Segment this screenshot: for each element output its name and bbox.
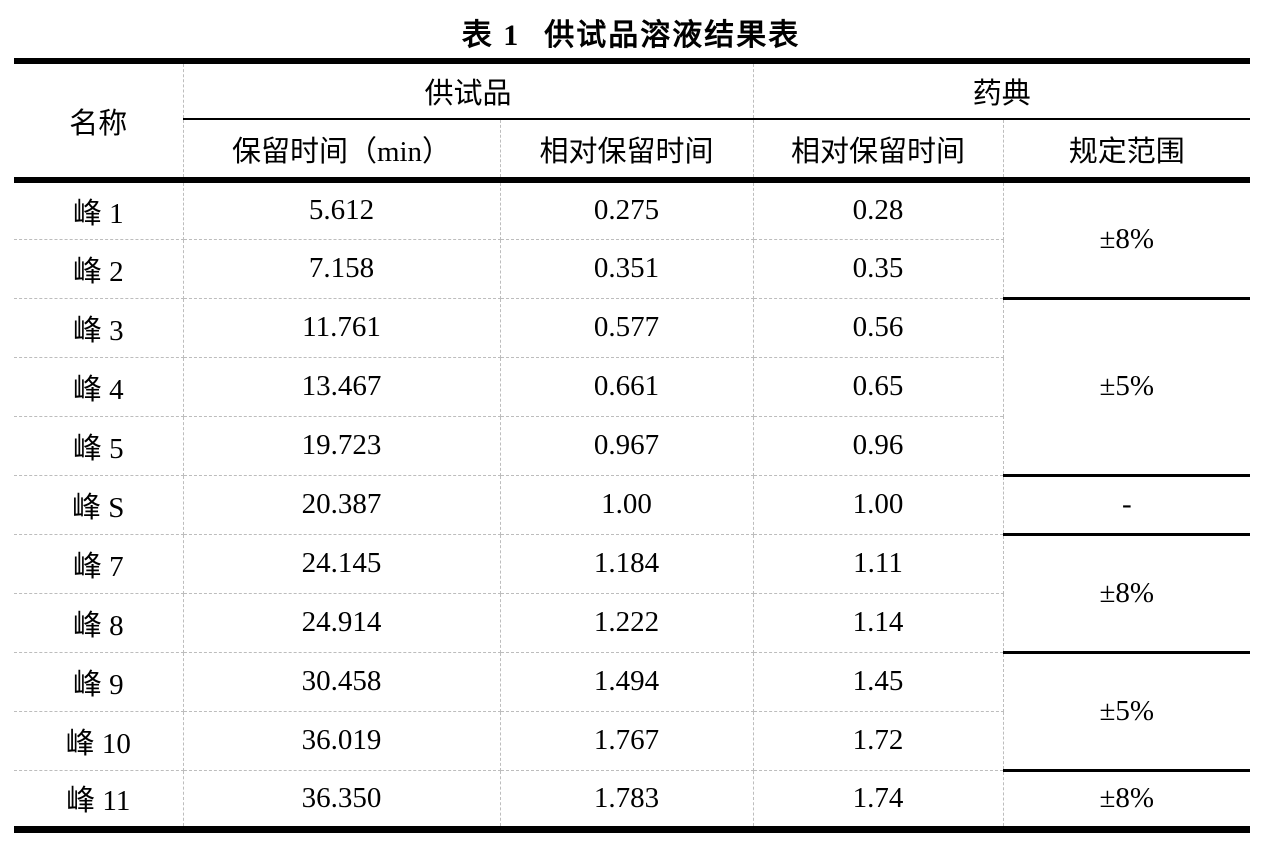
header-name: 名称: [14, 61, 184, 183]
cell-peak-name: 峰 4: [14, 356, 184, 417]
cell-specified-range: ±8%: [1002, 532, 1251, 653]
cell-relative-retention-sample: 0.967: [499, 415, 754, 476]
cell-retention-time: 11.761: [182, 297, 501, 358]
cell-relative-retention-sample: 1.222: [499, 592, 754, 653]
cell-relative-retention-sample: 1.00: [499, 474, 754, 535]
cell-peak-name: 峰 1: [14, 179, 184, 240]
cell-relative-retention-pharm: 1.74: [752, 769, 1004, 830]
cell-relative-retention-pharm: 1.72: [752, 710, 1004, 771]
header-group-row: 名称 供试品 药典: [14, 61, 1251, 183]
cell-relative-retention-pharm: 1.45: [752, 651, 1004, 712]
cell-peak-name: 峰 S: [14, 474, 184, 535]
cell-specified-range: ±8%: [1002, 180, 1251, 299]
cell-relative-retention-sample: 0.661: [499, 356, 754, 417]
cell-relative-retention-sample: 0.351: [499, 238, 754, 299]
cell-retention-time: 36.350: [182, 769, 501, 830]
cell-retention-time: 20.387: [182, 474, 501, 535]
cell-specified-range: ±8%: [1002, 768, 1251, 830]
cell-peak-name: 峰 7: [14, 533, 184, 594]
cell-relative-retention-pharm: 1.14: [752, 592, 1004, 653]
cell-retention-time: 24.145: [182, 533, 501, 594]
cell-specified-range: ±5%: [1002, 650, 1251, 771]
table-row-peak-9: 峰 9 30.458 1.494 1.45 ±5%: [14, 650, 1251, 771]
cell-specified-range: -: [1002, 473, 1251, 535]
cell-relative-retention-pharm: 0.35: [752, 238, 1004, 299]
cell-peak-name: 峰 5: [14, 415, 184, 476]
cell-peak-name: 峰 3: [14, 297, 184, 358]
table-title: 表 1 供试品溶液结果表: [0, 0, 1262, 58]
table-row-peak-7: 峰 7 24.145 1.184 1.11 ±8%: [14, 532, 1251, 653]
cell-relative-retention-sample: 1.494: [499, 651, 754, 712]
table-row-peak-3: 峰 3 11.761 0.577 0.56 ±5%: [14, 296, 1251, 476]
cell-peak-name: 峰 2: [14, 238, 184, 299]
header-relative-retention-pharm: 相对保留时间: [752, 118, 1004, 183]
cell-relative-retention-sample: 1.184: [499, 533, 754, 594]
table-title-text: 供试品溶液结果表: [544, 19, 801, 52]
cell-relative-retention-sample: 0.577: [499, 297, 754, 358]
header-relative-retention-sample: 相对保留时间: [499, 118, 754, 183]
cell-retention-time: 19.723: [182, 415, 501, 476]
header-sub-row: 保留时间（min） 相对保留时间 相对保留时间 规定范围: [14, 118, 1251, 183]
cell-peak-name: 峰 11: [14, 769, 184, 830]
cell-relative-retention-pharm: 1.00: [752, 474, 1004, 535]
table-row-peak-11: 峰 11 36.350 1.783 1.74 ±8%: [14, 768, 1251, 830]
cell-peak-name: 峰 9: [14, 651, 184, 712]
table-row-peak-8: 峰 8 24.914 1.222 1.14: [14, 592, 1250, 653]
cell-retention-time: 7.158: [182, 238, 501, 299]
results-table: 名称 供试品 药典 保留时间（min） 相对保留时间 相对保留时间 规定范围 峰…: [14, 58, 1251, 833]
cell-retention-time: 24.914: [182, 592, 501, 653]
header-pharmacopoeia-group: 药典: [752, 61, 1251, 120]
table-row-peak-s: 峰 S 20.387 1.00 1.00 -: [14, 473, 1251, 535]
cell-relative-retention-sample: 1.767: [499, 710, 754, 771]
cell-relative-retention-pharm: 0.28: [752, 179, 1004, 240]
table-row-peak-5: 峰 5 19.723 0.967 0.96: [14, 415, 1250, 476]
cell-retention-time: 36.019: [182, 710, 501, 771]
table-row-peak-1: 峰 1 5.612 0.275 0.28 ±8%: [14, 179, 1251, 299]
header-specified-range: 规定范围: [1002, 118, 1251, 183]
cell-relative-retention-pharm: 1.11: [752, 533, 1004, 594]
cell-relative-retention-pharm: 0.65: [752, 356, 1004, 417]
cell-peak-name: 峰 10: [14, 710, 184, 771]
cell-relative-retention-pharm: 0.56: [752, 297, 1004, 358]
header-retention-time: 保留时间（min）: [183, 118, 501, 183]
header-sample-group: 供试品: [182, 61, 754, 120]
cell-specified-range: ±5%: [1002, 296, 1251, 476]
cell-relative-retention-pharm: 0.96: [752, 415, 1004, 476]
table-row-peak-4: 峰 4 13.467 0.661 0.65: [14, 356, 1250, 417]
cell-peak-name: 峰 8: [14, 592, 184, 653]
cell-relative-retention-sample: 0.275: [499, 179, 754, 240]
cell-retention-time: 5.612: [182, 179, 501, 240]
table-title-number: 表 1: [461, 19, 521, 52]
cell-retention-time: 30.458: [182, 651, 501, 712]
table-row-peak-2: 峰 2 7.158 0.351 0.35: [14, 238, 1250, 299]
cell-relative-retention-sample: 1.783: [499, 769, 754, 830]
cell-retention-time: 13.467: [182, 356, 501, 417]
table-row-peak-10: 峰 10 36.019 1.767 1.72: [14, 710, 1250, 771]
